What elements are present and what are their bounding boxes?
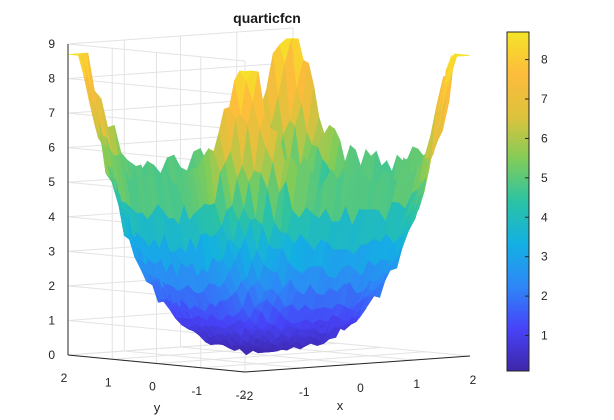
surface-patch	[458, 54, 471, 57]
x-axis-line	[244, 355, 471, 373]
y-tick-label: -1	[191, 384, 202, 398]
x-tick-label: 0	[357, 381, 364, 395]
z-tick-label: 0	[48, 348, 55, 362]
z-tick-label: 8	[48, 72, 55, 86]
colorbar-tick-label: 4	[541, 210, 548, 224]
y-tick-label: 0	[149, 380, 156, 394]
z-tick-label: 2	[48, 279, 55, 293]
chart-title: quarticfcn	[233, 10, 301, 26]
colorbar-tick-label: 3	[541, 250, 548, 264]
axes	[67, 44, 471, 373]
surface-plot	[67, 38, 471, 356]
y-axis-line	[67, 354, 246, 373]
colorbar-tick-label: 7	[541, 92, 548, 106]
colorbar-tick-label: 2	[541, 289, 548, 303]
z-tick-label: 9	[48, 37, 55, 51]
colorbar-tick-label: 1	[541, 329, 548, 343]
z-tick-label: 5	[48, 175, 55, 189]
x-tick-label: 1	[413, 377, 420, 391]
colorbar-tick-label: 5	[541, 171, 548, 185]
y-tick-label: -2	[236, 388, 247, 402]
y-tick-label: 2	[61, 371, 68, 385]
x-axis-label: x	[337, 398, 344, 413]
grid-line	[156, 347, 382, 364]
colorbar	[506, 31, 530, 372]
z-tick-label: 1	[48, 313, 55, 327]
z-tick-label: 3	[48, 244, 55, 258]
colorbar-ticks: 1 2 3 4 5 6 7 8	[525, 53, 548, 343]
x-tick-label: -2	[243, 389, 254, 403]
tick-labels: 0 1 2 3 4 5 6 7 8 9 2 1 0 -1 -2-2 -1 0 1 2	[48, 37, 476, 403]
colorbar-tick-label: 6	[541, 131, 548, 145]
z-tick-label: 6	[48, 141, 55, 155]
z-tick-label: 7	[48, 106, 55, 120]
z-tick-label: 4	[48, 210, 55, 224]
x-tick-label: -1	[299, 385, 310, 399]
y-axis-label: y	[154, 400, 161, 415]
x-tick-label: 2	[470, 373, 477, 387]
colorbar-tick-label: 8	[541, 53, 548, 67]
y-tick-label: 1	[105, 375, 112, 389]
